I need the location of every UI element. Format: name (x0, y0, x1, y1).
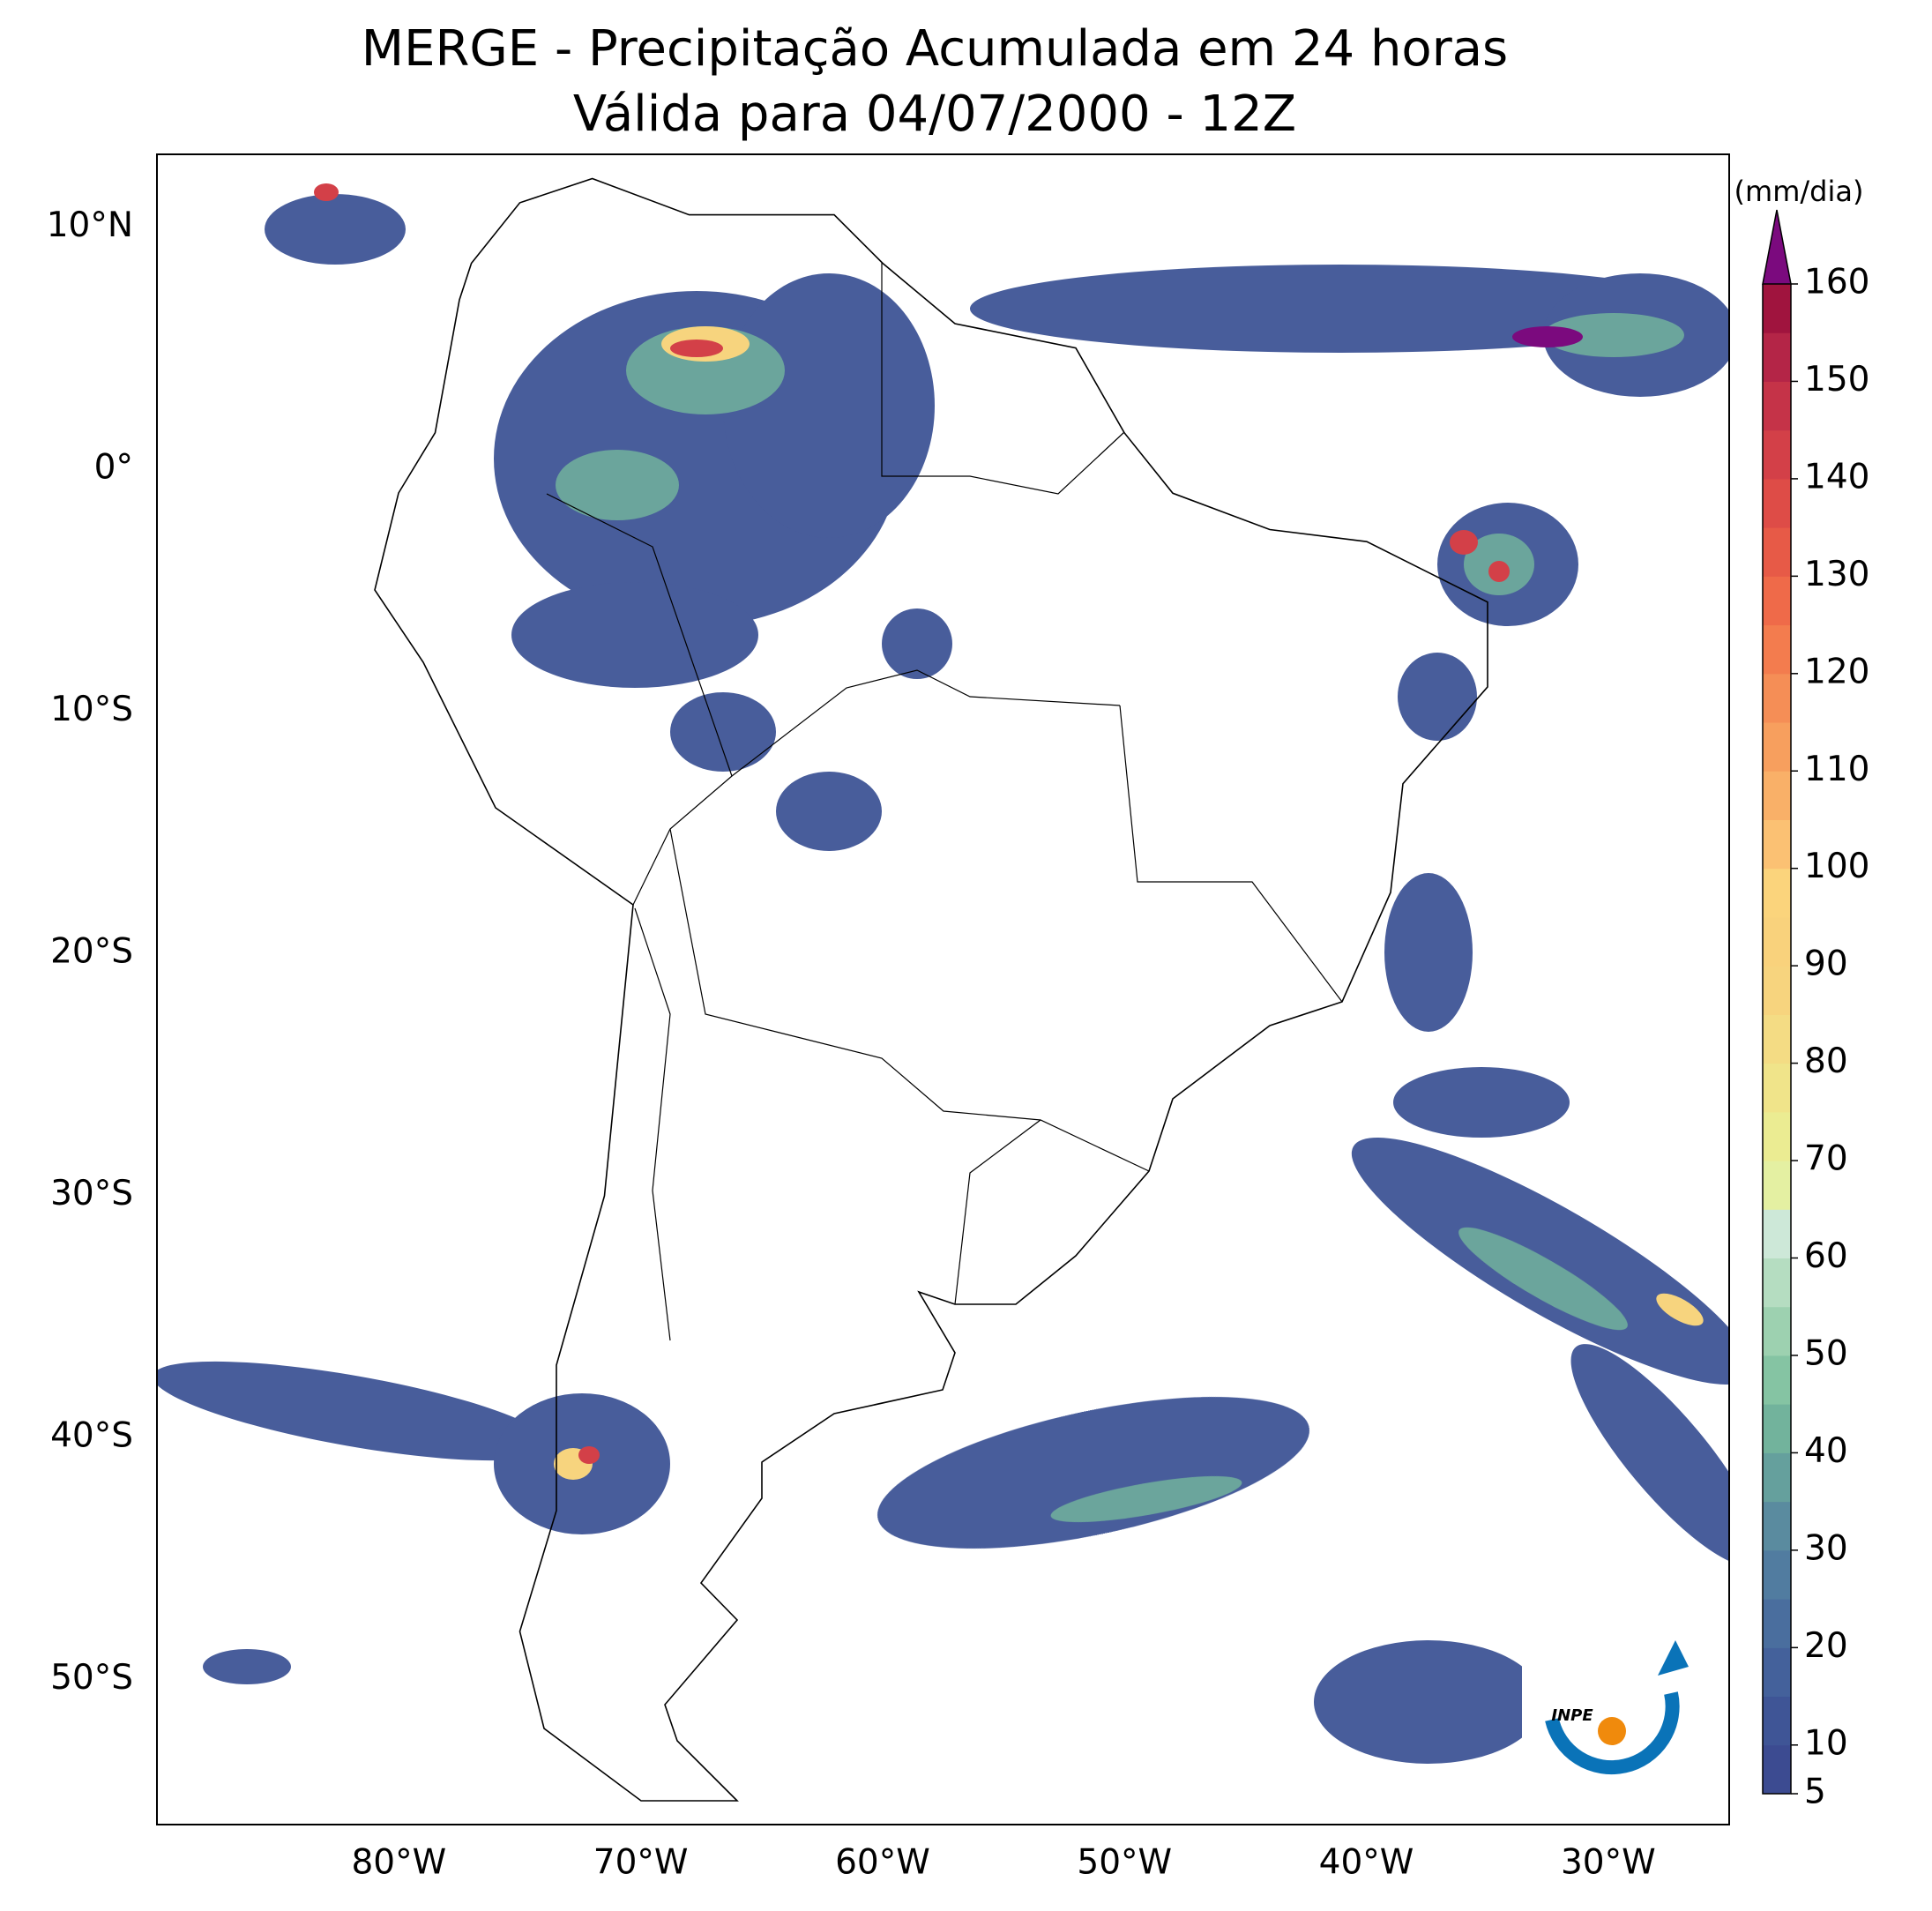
colorbar-bin (1763, 722, 1791, 772)
colorbar-tick-label: 10 (1804, 1723, 1848, 1763)
colorbar-bin (1763, 576, 1791, 626)
colorbar-bin (1763, 624, 1791, 675)
x-tick-label: 30°W (1561, 1843, 1656, 1883)
colorbar-tick-label: 80 (1804, 1041, 1848, 1081)
colorbar-bin (1763, 332, 1791, 382)
colorbar-bin (1763, 1452, 1791, 1503)
colorbar-frame (1762, 284, 1792, 1795)
colorbar-bin (1763, 1111, 1791, 1161)
colorbar-tick-label: 140 (1804, 457, 1869, 496)
colorbar-bin (1763, 1161, 1791, 1210)
colorbar-bin (1763, 429, 1791, 480)
colorbar-tick-label: 60 (1804, 1236, 1848, 1276)
colorbar-tick-label: 120 (1804, 652, 1869, 691)
colorbar-bin (1763, 1404, 1791, 1453)
y-tick-label: 20°S (50, 931, 133, 971)
colorbar-extend (1762, 209, 1792, 285)
colorbar-tick-label: 40 (1804, 1431, 1848, 1471)
colorbar-bin (1763, 966, 1791, 1015)
colorbar-bin (1763, 771, 1791, 820)
y-tick-label: 40°S (50, 1415, 133, 1455)
colorbar-bin (1763, 1063, 1791, 1113)
colorbar-tick-label: 5 (1804, 1773, 1826, 1812)
x-tick-label: 60°W (835, 1843, 930, 1883)
subtitle: Válida para 04/07/2000 - 12Z (573, 86, 1296, 143)
colorbar-label: (mm/dia) (1734, 175, 1864, 208)
coastline (374, 177, 1488, 1802)
colorbar-bin (1763, 1501, 1791, 1551)
colorbar-bin (1763, 1696, 1791, 1746)
colorbar-bin (1763, 916, 1791, 967)
colorbar-bin (1763, 478, 1791, 528)
borders (546, 263, 1343, 1341)
y-tick-label: 10°S (50, 690, 133, 729)
colorbar-tick-label: 20 (1804, 1626, 1848, 1666)
colorbar-bin (1763, 1306, 1791, 1356)
colorbar-bin (1763, 868, 1791, 918)
colorbar-bin (1763, 1209, 1791, 1259)
inpe-logo: INPE (1522, 1617, 1710, 1803)
title: MERGE - Precipitação Acumulada em 24 hor… (362, 20, 1508, 78)
colorbar-tick-label: 90 (1804, 944, 1848, 984)
colorbar-tick-label: 30 (1804, 1528, 1848, 1568)
colorbar-tick-label: 160 (1804, 263, 1869, 302)
logo-text: INPE (1551, 1706, 1593, 1725)
colorbar-bin (1763, 1549, 1791, 1600)
y-tick-label: 50°S (50, 1658, 133, 1698)
colorbar-bin (1763, 1258, 1791, 1308)
colorbar-bin (1763, 1014, 1791, 1064)
colorbar-bin (1763, 1647, 1791, 1698)
y-tick-label: 0° (94, 447, 133, 487)
x-tick-label: 50°W (1077, 1843, 1172, 1883)
colorbar-tick-label: 110 (1804, 750, 1869, 789)
colorbar-bin (1763, 284, 1791, 333)
colorbar-bin (1763, 673, 1791, 723)
colorbar-bin (1763, 1599, 1791, 1648)
y-tick-label: 30°S (50, 1174, 133, 1213)
colorbar-bin (1763, 1355, 1791, 1405)
precipitation-field (157, 177, 1729, 1802)
map-frame (156, 153, 1730, 1825)
colorbar-tick-label: 130 (1804, 555, 1869, 594)
colorbar-tick-label: 150 (1804, 360, 1869, 399)
colorbar-bin (1763, 819, 1791, 870)
x-tick-label: 80°W (351, 1843, 446, 1883)
y-tick-label: 10°N (47, 205, 133, 245)
x-tick-label: 70°W (593, 1843, 689, 1883)
colorbar-bin (1763, 381, 1791, 431)
colorbar-tick-label: 50 (1804, 1333, 1848, 1373)
colorbar-bin (1763, 527, 1791, 577)
x-tick-label: 40°W (1319, 1843, 1414, 1883)
colorbar-tick-label: 70 (1804, 1139, 1848, 1179)
colorbar-tick-label: 100 (1804, 847, 1869, 886)
colorbar-bin (1763, 1744, 1791, 1795)
